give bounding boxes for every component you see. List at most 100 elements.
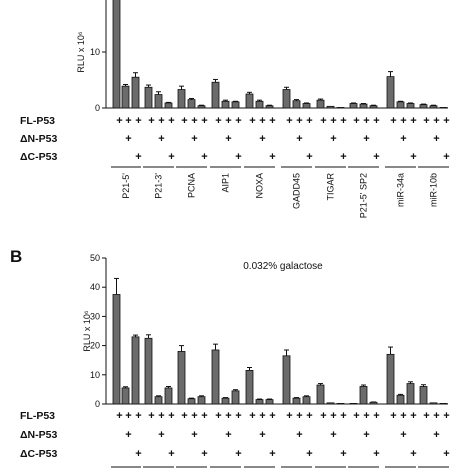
plus-marker: +	[125, 429, 131, 441]
panel-a: 0 10 RLU x 10⁶ FL-P53 + + + + + + + + + + + + + + + + + + + + + +…	[20, 0, 450, 218]
plus-marker: +	[410, 410, 416, 422]
bar	[439, 403, 448, 405]
bar	[187, 99, 196, 109]
plus-marker: +	[181, 115, 187, 127]
bar	[112, 294, 121, 405]
plus-marker: +	[373, 410, 379, 422]
bar	[231, 101, 240, 109]
bar	[221, 397, 230, 405]
bar	[326, 402, 335, 405]
plus-marker: +	[330, 133, 336, 145]
panel-label: B	[10, 247, 22, 266]
group-label: TIGAR	[326, 173, 336, 201]
bar	[265, 399, 274, 405]
plus-marker: +	[181, 410, 187, 422]
plus-marker: +	[296, 133, 302, 145]
plus-marker: +	[443, 151, 449, 163]
plus-marker: +	[433, 133, 439, 145]
plus-marker: +	[259, 410, 265, 422]
bar	[231, 390, 240, 405]
plus-marker: +	[201, 448, 207, 460]
y-tick-label: 0	[95, 399, 100, 409]
row-label: ΔN-P53	[20, 133, 57, 145]
plus-marker: +	[225, 410, 231, 422]
bar	[121, 85, 130, 109]
plus-marker: +	[373, 151, 379, 163]
plus-marker: +	[125, 133, 131, 145]
plus-marker: +	[296, 429, 302, 441]
plus-marker: +	[286, 410, 292, 422]
bar	[121, 387, 130, 405]
plus-marker: +	[400, 133, 406, 145]
plus-marker: +	[330, 115, 336, 127]
group-label: P21-3'	[154, 173, 164, 199]
bar	[326, 105, 335, 109]
plus-marker: +	[259, 429, 265, 441]
bar	[336, 403, 345, 405]
plus-marker: +	[306, 151, 312, 163]
bar	[396, 394, 405, 405]
plus-marker: +	[423, 410, 429, 422]
group-label: PCNA	[187, 173, 197, 198]
plus-marker: +	[330, 410, 336, 422]
plus-marker: +	[201, 115, 207, 127]
bar	[359, 103, 368, 109]
plus-marker: +	[269, 448, 275, 460]
plus-marker: +	[410, 448, 416, 460]
bar	[359, 386, 368, 405]
bar	[255, 399, 264, 405]
plus-marker: +	[373, 448, 379, 460]
plus-marker: +	[296, 410, 302, 422]
bar	[144, 337, 153, 405]
bar	[386, 76, 395, 109]
plus-marker: +	[306, 410, 312, 422]
bar	[419, 104, 428, 109]
bar	[349, 103, 358, 109]
plus-marker: +	[443, 448, 449, 460]
group-label: miR-34a	[396, 173, 406, 207]
bar	[187, 398, 196, 405]
bar	[211, 81, 220, 109]
plus-marker: +	[400, 429, 406, 441]
plus-marker: +	[215, 410, 221, 422]
bar	[211, 349, 220, 405]
bar	[292, 100, 301, 109]
plus-marker: +	[306, 115, 312, 127]
plus-marker: +	[330, 429, 336, 441]
plus-marker: +	[363, 429, 369, 441]
y-axis-label: RLU x 10⁶	[76, 31, 86, 73]
bar	[154, 396, 163, 405]
plus-marker: +	[148, 115, 154, 127]
plus-marker: +	[443, 410, 449, 422]
plus-marker: +	[259, 133, 265, 145]
plus-marker: +	[158, 115, 164, 127]
plus-marker: +	[410, 151, 416, 163]
plus-marker: +	[320, 410, 326, 422]
plus-marker: +	[135, 448, 141, 460]
bar	[131, 76, 140, 109]
plus-marker: +	[191, 429, 197, 441]
y-axis-label: RLU x 10⁶	[82, 310, 92, 352]
plus-marker: +	[423, 115, 429, 127]
row-label: ΔC-P53	[20, 448, 57, 460]
row-label: FL-P53	[20, 410, 55, 422]
bar	[302, 103, 311, 109]
plus-marker: +	[158, 429, 164, 441]
plus-marker: +	[269, 115, 275, 127]
bar	[336, 107, 345, 109]
plus-marker: +	[225, 429, 231, 441]
bar	[265, 105, 274, 109]
plus-marker: +	[259, 115, 265, 127]
plus-marker: +	[201, 410, 207, 422]
plus-marker: +	[235, 151, 241, 163]
bar	[419, 386, 428, 405]
plus-marker: +	[340, 448, 346, 460]
bar	[316, 384, 325, 405]
bar	[131, 336, 140, 405]
bar	[221, 100, 230, 109]
bar	[429, 402, 438, 405]
plus-marker: +	[125, 410, 131, 422]
plus-marker: +	[235, 448, 241, 460]
plus-marker: +	[168, 115, 174, 127]
